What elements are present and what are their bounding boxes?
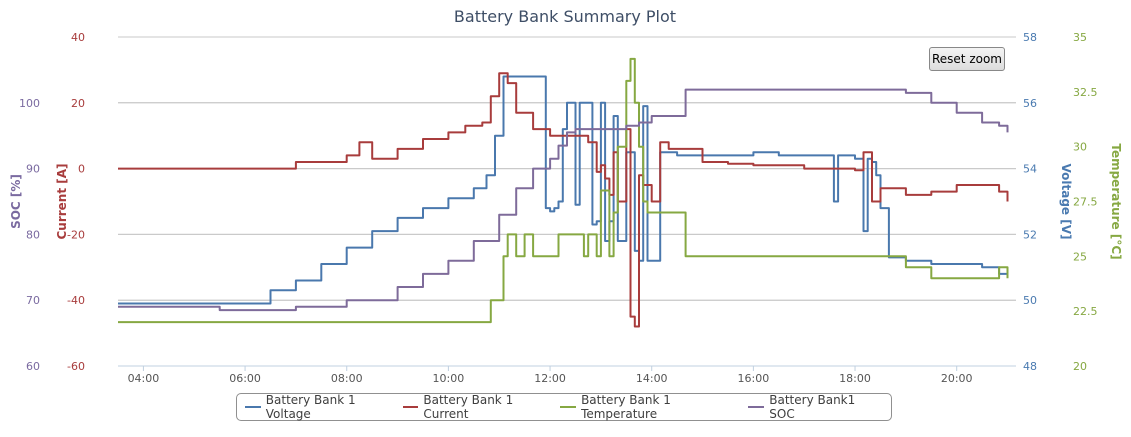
legend-label: Battery Bank 1 Current — [423, 393, 514, 421]
series-line-2[interactable] — [118, 57, 1009, 324]
voltage-tick-label: 50 — [1023, 294, 1037, 307]
voltage-tick-label: 58 — [1023, 31, 1037, 44]
temperature-tick-label: 22.5 — [1073, 305, 1098, 318]
x-tick-label: 04:00 — [128, 372, 160, 385]
temperature-tick-label: 32.5 — [1073, 86, 1098, 99]
series-line-1[interactable] — [118, 72, 1009, 328]
current-tick-label: -20 — [67, 228, 85, 241]
current-tick-label: -40 — [67, 294, 85, 307]
temperature-tick-label: 30 — [1073, 141, 1087, 154]
current-axis-title: Current [A] — [55, 163, 69, 239]
soc-tick-label: 70 — [26, 294, 40, 307]
voltage-tick-label: 54 — [1023, 163, 1037, 176]
series-line-3[interactable] — [118, 88, 1009, 312]
current-tick-label: -60 — [67, 360, 85, 373]
legend-swatch — [560, 406, 577, 408]
legend-swatch — [402, 406, 419, 408]
legend-label: Battery Bank1 SOC — [769, 393, 856, 421]
legend: Battery Bank 1 Voltage Battery Bank 1 Cur… — [236, 393, 892, 421]
x-tick-label: 10:00 — [433, 372, 465, 385]
legend-item[interactable]: Battery Bank 1 Current — [402, 393, 561, 421]
x-tick-label: 06:00 — [229, 372, 261, 385]
soc-tick-label: 100 — [19, 97, 40, 110]
x-tick-label: 14:00 — [636, 372, 668, 385]
voltage-axis-title: Voltage [V] — [1059, 164, 1073, 240]
reset-zoom-button[interactable]: Reset zoom — [929, 47, 1005, 71]
soc-axis-title: SOC [%] — [9, 174, 23, 229]
voltage-tick-label: 56 — [1023, 97, 1037, 110]
x-tick-label: 18:00 — [839, 372, 871, 385]
x-tick-label: 08:00 — [331, 372, 363, 385]
temperature-tick-label: 35 — [1073, 31, 1087, 44]
temperature-tick-label: 27.5 — [1073, 196, 1098, 209]
current-tick-label: 0 — [78, 163, 85, 176]
legend-item[interactable]: Battery Bank 1 Voltage — [245, 393, 403, 421]
legend-label: Battery Bank 1 Voltage — [265, 393, 356, 421]
soc-tick-label: 90 — [26, 163, 40, 176]
voltage-tick-label: 52 — [1023, 228, 1037, 241]
current-tick-label: 40 — [71, 31, 85, 44]
voltage-tick-label: 48 — [1023, 360, 1037, 373]
temperature-tick-label: 25 — [1073, 250, 1087, 263]
x-tick-label: 16:00 — [738, 372, 770, 385]
temperature-tick-label: 20 — [1073, 360, 1087, 373]
series-line-0[interactable] — [118, 75, 1009, 305]
temperature-axis-title: Temperature [°C] — [1109, 143, 1123, 259]
legend-swatch — [245, 406, 261, 408]
legend-swatch — [748, 406, 765, 408]
x-tick-label: 20:00 — [941, 372, 973, 385]
legend-item[interactable]: Battery Bank1 SOC — [748, 393, 883, 421]
legend-item[interactable]: Battery Bank 1 Temperature — [560, 393, 748, 421]
chart-title: Battery Bank Summary Plot — [454, 7, 676, 26]
current-tick-label: 20 — [71, 97, 85, 110]
x-tick-label: 12:00 — [534, 372, 566, 385]
soc-tick-label: 80 — [26, 228, 40, 241]
soc-tick-label: 60 — [26, 360, 40, 373]
legend-label: Battery Bank 1 Temperature — [581, 393, 671, 421]
